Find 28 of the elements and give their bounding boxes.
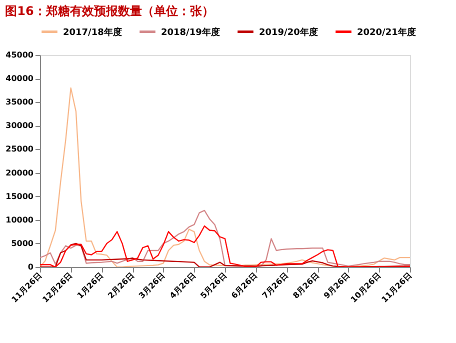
x-tick-label: 5月26日: [198, 270, 228, 300]
legend-label: 2018/19年度: [161, 26, 220, 38]
y-tick-label: 20000: [6, 168, 34, 178]
x-tick-label: 1月26日: [76, 270, 105, 300]
x-tick-label: 10月26日: [349, 270, 382, 304]
chart-title: 图16：郑糖有效预报数量（单位：张）: [5, 4, 214, 18]
y-tick-label: 30000: [6, 121, 34, 130]
legend-label: 2017/18年度: [63, 26, 122, 38]
x-tick-label: 4月26日: [168, 270, 198, 300]
legend-label: 2019/20年度: [259, 26, 318, 38]
y-tick-label: 10000: [6, 215, 34, 224]
y-tick-label: 45000: [6, 50, 34, 60]
x-tick-label: 9月26日: [322, 270, 352, 300]
x-tick-label: 2月26日: [106, 270, 136, 300]
x-tick-label: 3月26日: [137, 270, 167, 300]
legend-label: 2020/21年度: [357, 26, 416, 38]
x-tick-label: 12月26日: [40, 270, 74, 304]
y-tick-label: 5000: [11, 238, 34, 248]
x-tick-label: 6月26日: [230, 270, 260, 300]
y-tick-label: 0: [28, 262, 34, 272]
y-tick-label: 15000: [6, 192, 34, 201]
y-tick-label: 40000: [6, 74, 34, 84]
x-tick-label: 8月26日: [291, 270, 321, 300]
x-tick-label: 7月26日: [260, 270, 290, 300]
y-tick-label: 35000: [6, 98, 34, 107]
y-tick-label: 25000: [6, 144, 34, 154]
x-tick-label: 11月26日: [380, 270, 414, 304]
x-tick-label: 11月26日: [10, 270, 44, 304]
